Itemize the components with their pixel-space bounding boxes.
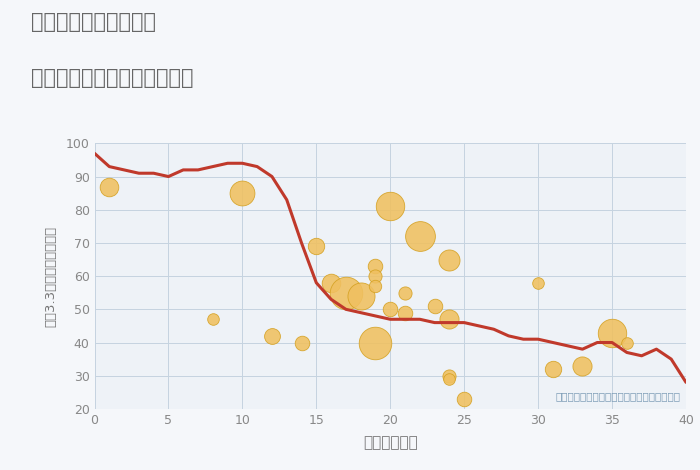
Text: 奈良県橿原市南八木町: 奈良県橿原市南八木町 <box>32 12 157 32</box>
Point <box>622 339 633 346</box>
Text: 円の大きさは、取引のあった物件面積を示す: 円の大きさは、取引のあった物件面積を示す <box>555 391 680 401</box>
Point <box>355 292 366 300</box>
Point <box>296 339 307 346</box>
Point <box>311 243 322 250</box>
Y-axis label: 坪（3.3㎡）単価（万円）: 坪（3.3㎡）単価（万円） <box>44 226 57 327</box>
Point <box>267 332 278 340</box>
Point <box>444 256 455 263</box>
Point <box>414 233 426 240</box>
Point <box>370 339 381 346</box>
Point <box>237 189 248 197</box>
Point <box>533 279 544 287</box>
Point <box>400 289 411 297</box>
Point <box>370 273 381 280</box>
Text: 築年数別中古マンション価格: 築年数別中古マンション価格 <box>32 68 194 88</box>
Point <box>577 362 588 369</box>
Point <box>370 282 381 290</box>
Point <box>207 315 218 323</box>
Point <box>385 306 396 313</box>
Point <box>444 375 455 383</box>
Point <box>444 315 455 323</box>
Point <box>326 279 337 287</box>
Point <box>370 262 381 270</box>
Point <box>547 365 559 373</box>
Point <box>400 309 411 316</box>
Point <box>458 395 470 403</box>
Point <box>340 289 351 297</box>
Point <box>104 183 115 190</box>
Point <box>385 203 396 210</box>
X-axis label: 築年数（年）: 築年数（年） <box>363 435 418 450</box>
Point <box>606 329 617 337</box>
Point <box>444 372 455 379</box>
Point <box>429 302 440 310</box>
